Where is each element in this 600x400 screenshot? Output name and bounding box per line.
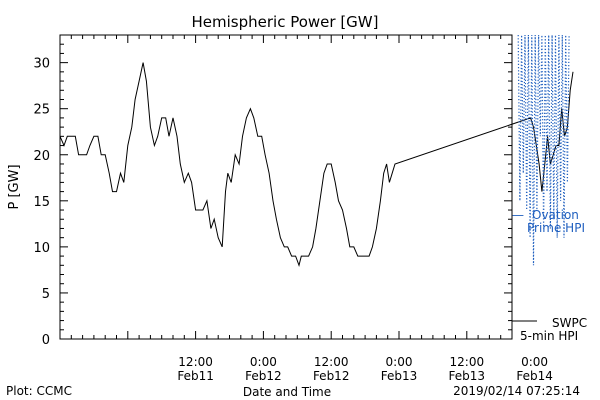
legend-swpc-line2: 5-min HPI — [520, 329, 578, 343]
x-tick-date-label: Feb13 — [449, 369, 486, 383]
y-tick-label: 30 — [33, 57, 50, 72]
x-tick-date-label: Feb11 — [177, 369, 214, 383]
y-tick-label: 5 — [42, 287, 50, 302]
y-axis-label: P [GW] — [7, 164, 22, 209]
series-ovation-prime-hpi — [517, 34, 570, 266]
x-tick-date-label: Feb12 — [313, 369, 350, 383]
legend-ovation-line1: Ovation — [532, 208, 579, 222]
y-tick-label: 10 — [33, 241, 50, 256]
chart-title: Hemispheric Power [GW] — [192, 13, 379, 31]
x-tick-date-label: Feb13 — [381, 369, 418, 383]
y-tick-label: 25 — [33, 103, 50, 118]
y-tick-label: 15 — [33, 195, 50, 210]
x-tick-time-label: 12:00 — [314, 355, 349, 369]
series-swpc-hpi — [59, 62, 574, 267]
legend-swpc: SWPC 5-min HPI — [512, 316, 587, 343]
x-tick-time-label: 0:00 — [250, 355, 277, 369]
axis-ticks — [59, 34, 513, 340]
x-tick-date-label: Feb14 — [516, 369, 553, 383]
legend-ovation-line1-symbol: — — [512, 208, 524, 222]
plot-frame — [59, 34, 513, 340]
x-axis-label: Date and Time — [243, 385, 331, 399]
x-tick-date-label: Feb12 — [245, 369, 282, 383]
x-tick-time-label: 12:00 — [450, 355, 485, 369]
legend-ovation-line2: Prime HPI — [527, 221, 585, 235]
y-tick-label: 0 — [42, 333, 50, 348]
series-layer — [59, 34, 574, 267]
x-tick-time-label: 0:00 — [386, 355, 413, 369]
legend-ovation: — Ovation Prime HPI — [512, 208, 585, 235]
y-tick-labels: 0 5 10 15 20 25 30 — [33, 57, 50, 348]
plot-timestamp: 2019/02/14 07:25:14 — [453, 384, 580, 398]
plot-credit: Plot: CCMC — [6, 384, 72, 398]
x-tick-time-label: 0:00 — [521, 355, 548, 369]
x-tick-time-label: 12:00 — [178, 355, 213, 369]
legend-swpc-line1: SWPC — [552, 316, 587, 330]
x-tick-labels: 12:00Feb110:00Feb1212:00Feb120:00Feb1312… — [177, 355, 553, 383]
y-tick-label: 20 — [33, 149, 50, 164]
